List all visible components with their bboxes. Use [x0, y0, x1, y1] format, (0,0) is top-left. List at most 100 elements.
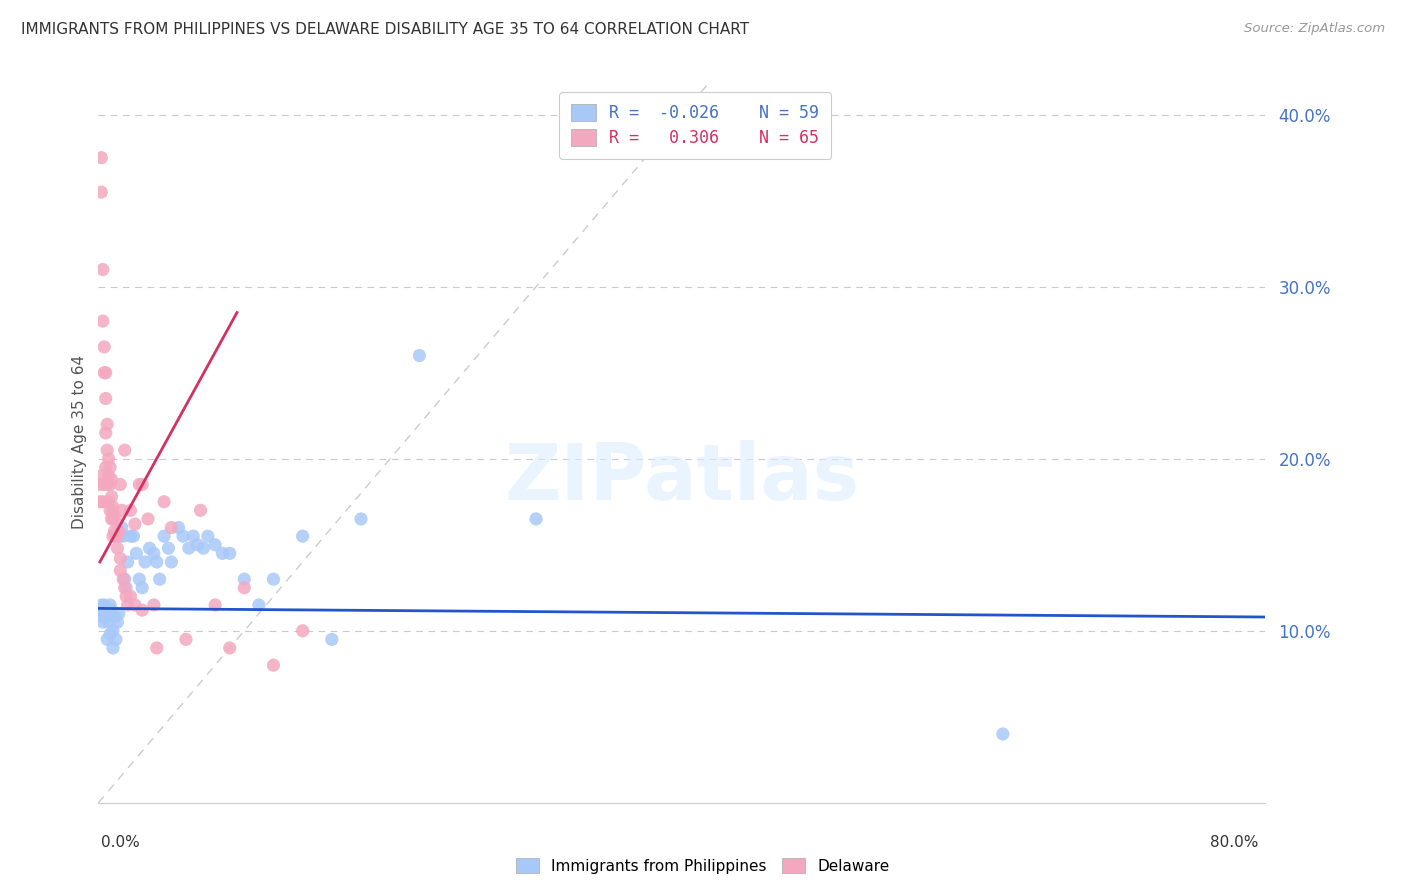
Point — [98, 460, 121, 475]
Point — [110, 564, 132, 578]
Point — [111, 503, 134, 517]
Point — [262, 572, 284, 586]
Point — [160, 555, 183, 569]
Point — [101, 507, 124, 521]
Point — [131, 581, 153, 595]
Point — [153, 529, 176, 543]
Point — [108, 524, 131, 538]
Point — [110, 551, 132, 566]
Point — [153, 494, 176, 508]
Point — [114, 572, 136, 586]
Point — [160, 520, 183, 534]
Point — [101, 529, 124, 543]
Point — [90, 469, 112, 483]
Point — [100, 603, 122, 617]
Point — [111, 520, 134, 534]
Point — [100, 490, 122, 504]
Point — [218, 546, 240, 560]
Text: ZIPatlas: ZIPatlas — [505, 440, 859, 516]
Point — [90, 151, 112, 165]
Point — [110, 529, 132, 543]
Point — [193, 541, 215, 556]
Point — [124, 598, 146, 612]
Text: 80.0%: 80.0% — [1211, 836, 1258, 850]
Point — [136, 512, 159, 526]
Point — [218, 640, 240, 655]
Point — [138, 541, 160, 556]
Point — [142, 546, 165, 560]
Point — [96, 607, 118, 621]
Point — [93, 477, 115, 491]
Point — [103, 610, 125, 624]
Point — [104, 512, 127, 526]
Point — [134, 555, 156, 569]
Point — [128, 572, 150, 586]
Point — [94, 601, 117, 615]
Point — [108, 607, 131, 621]
Point — [98, 503, 121, 517]
Point — [100, 472, 122, 486]
Point — [291, 624, 314, 638]
Point — [101, 624, 124, 638]
Point — [96, 443, 118, 458]
Point — [94, 392, 117, 406]
Point — [120, 503, 142, 517]
Point — [98, 627, 121, 641]
Point — [146, 555, 169, 569]
Point — [93, 607, 115, 621]
Legend: Immigrants from Philippines, Delaware: Immigrants from Philippines, Delaware — [510, 852, 896, 880]
Point — [120, 590, 142, 604]
Point — [91, 615, 114, 630]
Point — [114, 443, 136, 458]
Point — [91, 494, 114, 508]
Point — [104, 529, 127, 543]
Point — [117, 555, 139, 569]
Point — [91, 314, 114, 328]
Point — [149, 572, 172, 586]
Point — [321, 632, 343, 647]
Point — [177, 541, 200, 556]
Point — [94, 460, 117, 475]
Point — [204, 598, 226, 612]
Point — [247, 598, 270, 612]
Point — [157, 541, 180, 556]
Point — [94, 366, 117, 380]
Point — [90, 185, 112, 199]
Point — [408, 349, 430, 363]
Point — [97, 615, 120, 630]
Point — [524, 512, 547, 526]
Point — [90, 598, 112, 612]
Point — [114, 581, 136, 595]
Point — [89, 477, 111, 491]
Point — [105, 615, 128, 630]
Point — [262, 658, 284, 673]
Point — [117, 598, 139, 612]
Point — [91, 262, 114, 277]
Point — [97, 451, 120, 466]
Point — [89, 603, 111, 617]
Point — [146, 640, 169, 655]
Point — [115, 590, 138, 604]
Point — [131, 603, 153, 617]
Point — [104, 632, 127, 647]
Point — [142, 598, 165, 612]
Point — [181, 529, 204, 543]
Point — [125, 546, 148, 560]
Point — [105, 529, 128, 543]
Point — [204, 538, 226, 552]
Point — [96, 417, 118, 432]
Point — [91, 603, 114, 617]
Point — [187, 538, 209, 552]
Point — [93, 366, 115, 380]
Point — [96, 477, 118, 491]
Point — [105, 541, 128, 556]
Point — [103, 524, 125, 538]
Point — [96, 632, 118, 647]
Point — [122, 529, 145, 543]
Point — [100, 512, 122, 526]
Point — [98, 477, 121, 491]
Point — [89, 494, 111, 508]
Point — [233, 581, 256, 595]
Text: Source: ZipAtlas.com: Source: ZipAtlas.com — [1244, 22, 1385, 36]
Point — [112, 529, 135, 543]
